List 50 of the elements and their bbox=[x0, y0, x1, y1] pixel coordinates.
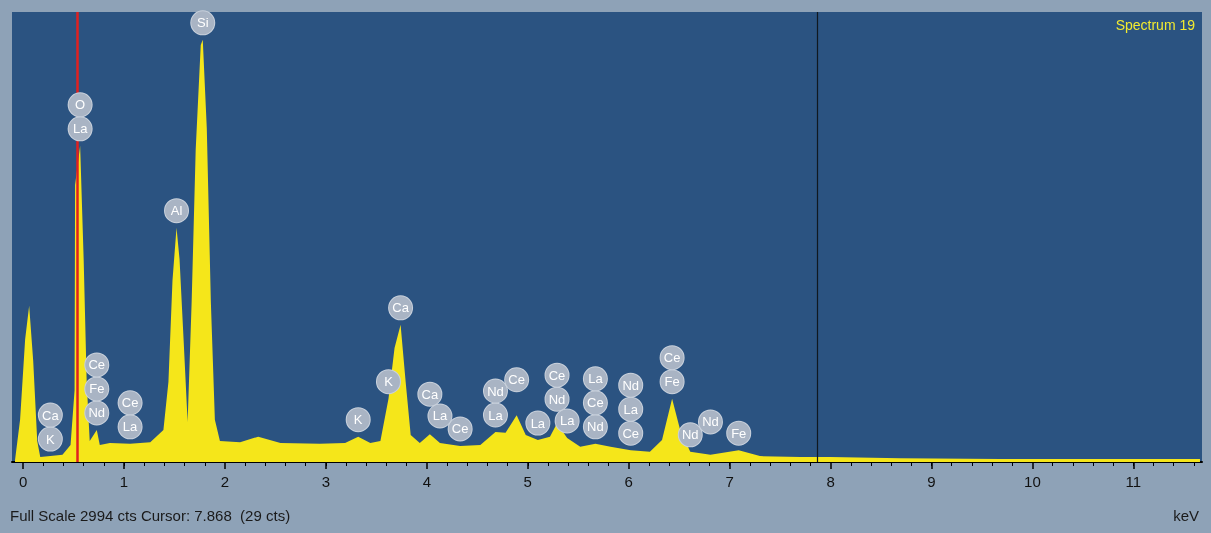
x-tick-label: 2 bbox=[220, 473, 230, 490]
annotation: Si bbox=[196, 15, 209, 31]
annotation: La bbox=[432, 408, 448, 424]
x-tick-label: 9 bbox=[927, 473, 936, 490]
x-tick-label: 3 bbox=[321, 473, 331, 490]
annotation: Ce bbox=[622, 425, 640, 441]
x-tick-label: 0 bbox=[18, 473, 28, 490]
annotation: Fe bbox=[89, 381, 105, 397]
x-tick-label: 7 bbox=[725, 473, 734, 490]
annotation: La bbox=[559, 413, 576, 429]
annotation: Fe bbox=[664, 374, 680, 390]
text: Spectrum 19 bbox=[1115, 17, 1196, 33]
annotation: K bbox=[46, 431, 56, 447]
annotation: Nd bbox=[88, 405, 106, 421]
text: Full Scale 2994 cts Cursor: 7.868 (29 cts) bbox=[10, 507, 291, 524]
annotation: Nd bbox=[487, 383, 504, 399]
annotation: Ce bbox=[121, 395, 139, 411]
x-tick-label: 5 bbox=[523, 473, 532, 490]
annotation: K bbox=[384, 374, 394, 390]
annotation: Nd bbox=[702, 414, 719, 430]
x-tick-label: 10 bbox=[1024, 473, 1041, 490]
annotation: La bbox=[623, 401, 639, 417]
x-tick-label: 1 bbox=[119, 473, 129, 490]
annotation: O bbox=[75, 97, 86, 113]
x-tick-label: 6 bbox=[624, 473, 633, 490]
annotation: La bbox=[588, 371, 604, 387]
x-axis-title: keV bbox=[1173, 507, 1200, 524]
annotation: Nd bbox=[622, 377, 640, 393]
annotation: Nd bbox=[587, 419, 604, 435]
annotation: Ca bbox=[392, 300, 410, 316]
annotation: La bbox=[530, 415, 546, 431]
annotation: Ce bbox=[587, 395, 604, 411]
annotation: Nd bbox=[548, 391, 566, 407]
x-tick-label: 8 bbox=[826, 473, 835, 490]
annotation: Ca bbox=[42, 407, 60, 423]
annotation: Ce bbox=[88, 357, 106, 373]
annotation: Fe bbox=[731, 425, 747, 441]
x-tick-label: 4 bbox=[422, 473, 432, 490]
annotation: Al bbox=[170, 203, 183, 219]
annotation: K bbox=[353, 412, 363, 428]
annotation: Ce bbox=[663, 350, 681, 366]
annotation: Nd bbox=[681, 427, 699, 443]
annotation: La bbox=[122, 419, 139, 435]
annotation: Ce bbox=[451, 421, 469, 437]
annotation: La bbox=[72, 121, 89, 137]
annotation: Ce bbox=[548, 367, 566, 383]
annotation: Ca bbox=[421, 386, 439, 402]
annotation: Ce bbox=[508, 372, 525, 388]
annotation: La bbox=[488, 407, 504, 423]
x-tick-label: 11 bbox=[1125, 473, 1142, 490]
